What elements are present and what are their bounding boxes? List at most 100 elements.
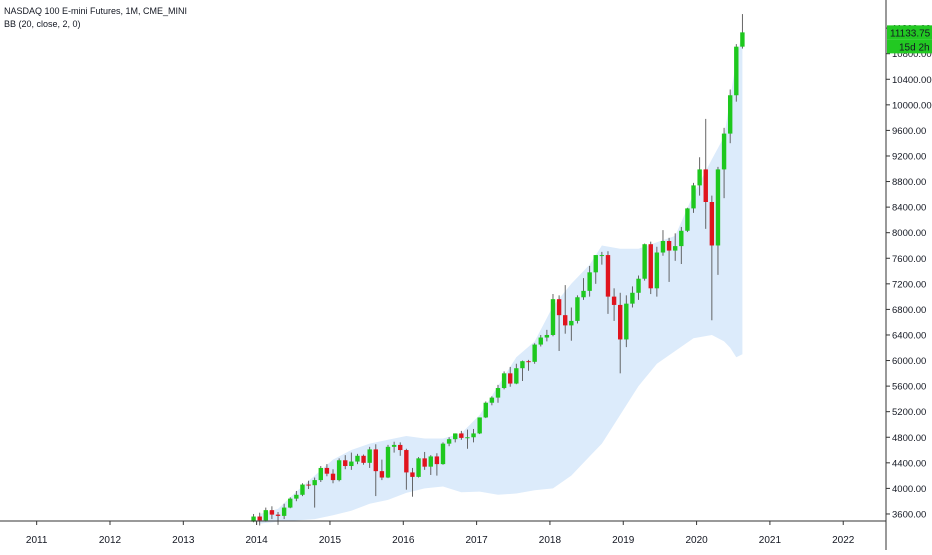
y-tick-label: 9600.00 [892,126,926,137]
candle [367,446,372,468]
candle-body [624,303,629,340]
candle-body [275,514,281,516]
candle [740,14,745,49]
candle [477,417,482,435]
candle-body [465,437,470,439]
candle-body [324,467,330,474]
y-tick-label: 8000.00 [892,228,926,239]
candle [416,457,421,478]
candle-body [306,484,311,486]
candle [306,480,311,490]
candle [734,44,739,102]
candle-body [611,296,617,305]
candle-body [483,402,488,418]
x-tick-label: 2011 [26,535,48,546]
candle-body [446,439,452,444]
candle-body [514,368,519,384]
candle [269,506,275,520]
y-tick-label: 7200.00 [892,279,926,290]
candle [379,459,385,481]
candle [300,483,305,497]
candle-body [721,133,727,170]
candle [501,371,507,390]
candle [483,401,488,419]
bollinger-band-area [259,31,743,524]
candle [648,241,653,295]
price-axis-ticks[interactable]: 3600.00 4000.00 4400.00 4800.00 5200.00 5600.… [886,24,932,521]
candle [685,207,690,233]
candle-body [385,446,391,478]
candle-body [410,472,415,477]
candle [459,430,464,440]
candle-body [343,460,348,467]
candle [526,359,531,371]
symbol-title[interactable]: NASDAQ 100 E-mini Futures, 1M, CME_MINI [4,6,188,16]
candle-body [459,433,464,438]
y-tick-label: 10000.00 [892,100,932,111]
candle [281,503,287,520]
time-axis-ticks[interactable]: 2011 2012 2013 2014 2015 2016 2017 2018 2019 2020… [26,521,855,546]
candle-body [281,507,287,516]
x-tick-label: 2017 [465,535,488,546]
candle [288,497,293,509]
candle-body [440,443,446,465]
candle-body [599,255,605,257]
x-tick-label: 2020 [685,535,708,546]
y-tick-label: 10800.00 [892,49,932,60]
candle-body [727,95,733,134]
candle-body [666,241,672,251]
candle [489,396,495,406]
candle-body [495,388,501,398]
candle-body [373,449,378,472]
x-tick-label: 2015 [319,535,342,546]
candle [440,442,446,465]
candle-body [263,510,268,521]
y-tick-label: 10400.00 [892,75,932,86]
x-tick-label: 2012 [99,535,122,546]
candle-body [618,304,623,340]
candle [703,118,708,229]
candle-body [709,202,715,246]
candle-body [587,272,592,291]
candle-body [697,169,702,186]
x-tick-label: 2016 [392,535,415,546]
candle [520,360,525,382]
candle [453,433,458,443]
candle [385,444,391,479]
candle [715,166,721,275]
candle [410,467,415,497]
candle-body [740,32,745,47]
candle [581,278,586,300]
candle-body [563,315,568,326]
y-tick-label: 6800.00 [892,305,926,316]
x-tick-label: 2021 [759,535,782,546]
candle [611,288,617,321]
candle-body [471,433,476,438]
candle-body [685,208,690,231]
candle-body [501,373,507,389]
candle [697,157,702,196]
candle-body [575,297,580,321]
candle [495,384,501,403]
bar-countdown-label: 15d 2h [899,42,930,53]
y-tick-label: 5600.00 [892,382,926,393]
candle-body [556,299,562,316]
indicator-title[interactable]: BB (20, close, 2, 0) [4,19,81,29]
candle [538,334,543,347]
candle [275,512,281,525]
candle-body [355,455,360,462]
candle-body [251,516,256,522]
candle-body [630,292,635,304]
chart-legend: NASDAQ 100 E-mini Futures, 1M, CME_MINI … [4,5,187,31]
candle-body [703,169,708,203]
candle [532,343,537,364]
candle-body [336,460,342,481]
candle-body [330,473,336,481]
candle-body [379,471,385,478]
candle-body [520,361,525,369]
candle-body [691,185,696,209]
candle [636,275,641,300]
candle [422,451,427,470]
